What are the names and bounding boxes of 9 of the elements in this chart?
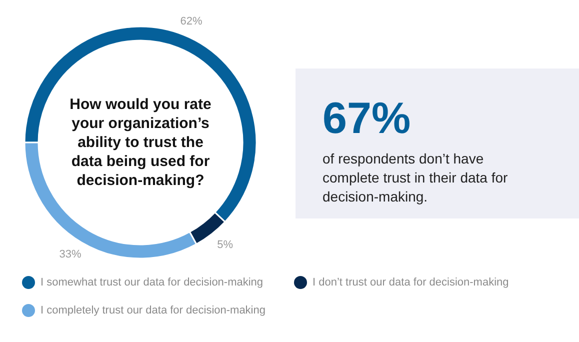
legend-label: I don’t trust our data for decision-making [312,276,509,288]
text: How would you rate your organization’s ability to trust the data being used for decision-making? [70,96,212,189]
data-label: 62% [180,16,203,28]
legend-label: I completely trust our data for decision-making [40,304,266,316]
legend-label: I somewhat trust our data for decision-making [40,276,264,288]
data-label: 5% [217,239,234,252]
text: 67% [322,94,411,143]
text: of respondents don’t have complete trust in their data for decision-making. [322,150,508,204]
data-label: 33% [59,248,82,260]
